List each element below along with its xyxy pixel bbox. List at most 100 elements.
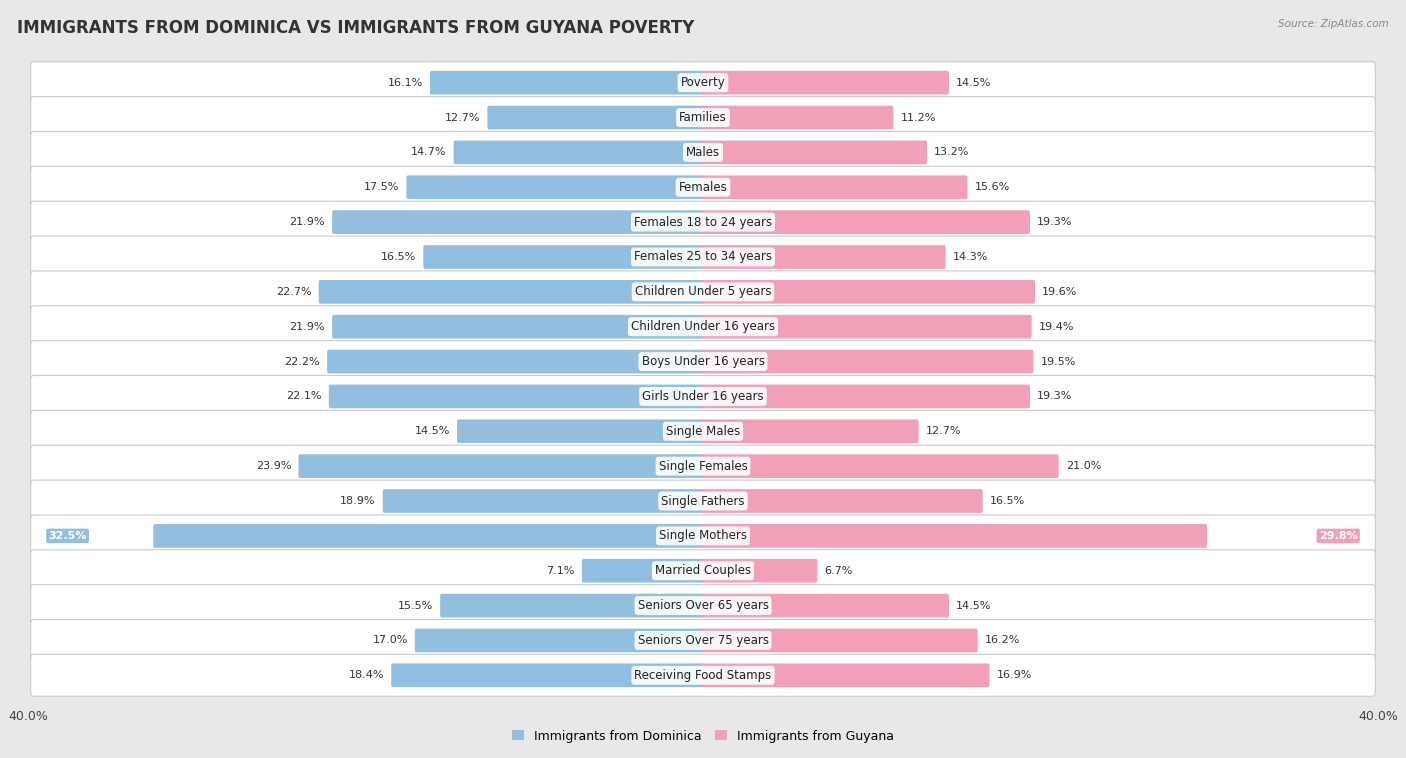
FancyBboxPatch shape xyxy=(332,210,704,234)
FancyBboxPatch shape xyxy=(31,445,1375,487)
FancyBboxPatch shape xyxy=(31,271,1375,313)
FancyBboxPatch shape xyxy=(702,489,983,513)
Text: Single Mothers: Single Mothers xyxy=(659,529,747,543)
Text: 29.8%: 29.8% xyxy=(1319,531,1358,541)
Text: 22.2%: 22.2% xyxy=(284,356,321,367)
Text: 14.5%: 14.5% xyxy=(956,600,991,611)
FancyBboxPatch shape xyxy=(702,280,1035,304)
Text: 12.7%: 12.7% xyxy=(925,426,962,437)
Text: 16.9%: 16.9% xyxy=(997,670,1032,681)
FancyBboxPatch shape xyxy=(582,559,704,583)
FancyBboxPatch shape xyxy=(702,210,1031,234)
FancyBboxPatch shape xyxy=(31,410,1375,453)
Text: Females 25 to 34 years: Females 25 to 34 years xyxy=(634,250,772,264)
Text: Single Females: Single Females xyxy=(658,459,748,473)
FancyBboxPatch shape xyxy=(430,70,704,95)
Text: 19.5%: 19.5% xyxy=(1040,356,1076,367)
FancyBboxPatch shape xyxy=(31,550,1375,592)
Text: 18.4%: 18.4% xyxy=(349,670,384,681)
Text: 22.7%: 22.7% xyxy=(276,287,312,297)
Text: 21.9%: 21.9% xyxy=(290,321,325,332)
Text: Males: Males xyxy=(686,146,720,159)
Text: 14.5%: 14.5% xyxy=(956,77,991,88)
FancyBboxPatch shape xyxy=(31,61,1375,104)
Text: 19.3%: 19.3% xyxy=(1038,391,1073,402)
FancyBboxPatch shape xyxy=(406,175,704,199)
FancyBboxPatch shape xyxy=(702,349,1033,374)
FancyBboxPatch shape xyxy=(31,166,1375,208)
FancyBboxPatch shape xyxy=(31,131,1375,174)
FancyBboxPatch shape xyxy=(702,419,918,443)
FancyBboxPatch shape xyxy=(31,619,1375,662)
FancyBboxPatch shape xyxy=(702,140,927,164)
Text: Females: Females xyxy=(679,180,727,194)
Text: 14.3%: 14.3% xyxy=(953,252,988,262)
Text: Receiving Food Stamps: Receiving Food Stamps xyxy=(634,669,772,681)
Text: Girls Under 16 years: Girls Under 16 years xyxy=(643,390,763,403)
Text: 11.2%: 11.2% xyxy=(900,112,936,123)
Text: 21.0%: 21.0% xyxy=(1066,461,1101,471)
FancyBboxPatch shape xyxy=(702,628,977,653)
FancyBboxPatch shape xyxy=(457,419,704,443)
FancyBboxPatch shape xyxy=(702,454,1059,478)
FancyBboxPatch shape xyxy=(702,105,893,130)
FancyBboxPatch shape xyxy=(702,524,1208,548)
Text: Children Under 5 years: Children Under 5 years xyxy=(634,285,772,299)
Text: 32.5%: 32.5% xyxy=(48,531,87,541)
Text: 18.9%: 18.9% xyxy=(340,496,375,506)
Text: 19.4%: 19.4% xyxy=(1039,321,1074,332)
Text: 16.5%: 16.5% xyxy=(381,252,416,262)
Text: Source: ZipAtlas.com: Source: ZipAtlas.com xyxy=(1278,19,1389,29)
Text: Single Males: Single Males xyxy=(666,424,740,438)
FancyBboxPatch shape xyxy=(298,454,704,478)
Text: Females 18 to 24 years: Females 18 to 24 years xyxy=(634,215,772,229)
FancyBboxPatch shape xyxy=(702,384,1031,409)
FancyBboxPatch shape xyxy=(702,315,1032,339)
Text: 14.5%: 14.5% xyxy=(415,426,450,437)
Text: 16.2%: 16.2% xyxy=(984,635,1021,646)
FancyBboxPatch shape xyxy=(702,559,817,583)
Text: 17.5%: 17.5% xyxy=(364,182,399,193)
FancyBboxPatch shape xyxy=(332,315,704,339)
FancyBboxPatch shape xyxy=(31,305,1375,348)
FancyBboxPatch shape xyxy=(702,175,967,199)
Text: 7.1%: 7.1% xyxy=(547,565,575,576)
FancyBboxPatch shape xyxy=(702,245,946,269)
Text: 12.7%: 12.7% xyxy=(444,112,481,123)
FancyBboxPatch shape xyxy=(328,349,704,374)
Text: Children Under 16 years: Children Under 16 years xyxy=(631,320,775,334)
Text: 17.0%: 17.0% xyxy=(373,635,408,646)
Text: 16.1%: 16.1% xyxy=(388,77,423,88)
FancyBboxPatch shape xyxy=(415,628,704,653)
Text: Seniors Over 65 years: Seniors Over 65 years xyxy=(637,599,769,612)
Text: Seniors Over 75 years: Seniors Over 75 years xyxy=(637,634,769,647)
Text: 14.7%: 14.7% xyxy=(411,147,447,158)
Text: 15.6%: 15.6% xyxy=(974,182,1010,193)
FancyBboxPatch shape xyxy=(329,384,704,409)
Text: Married Couples: Married Couples xyxy=(655,564,751,578)
FancyBboxPatch shape xyxy=(440,594,704,618)
Text: 13.2%: 13.2% xyxy=(934,147,970,158)
Text: 22.1%: 22.1% xyxy=(287,391,322,402)
Text: Families: Families xyxy=(679,111,727,124)
FancyBboxPatch shape xyxy=(31,201,1375,243)
FancyBboxPatch shape xyxy=(702,594,949,618)
Text: 15.5%: 15.5% xyxy=(398,600,433,611)
FancyBboxPatch shape xyxy=(488,105,704,130)
FancyBboxPatch shape xyxy=(702,663,990,688)
FancyBboxPatch shape xyxy=(31,584,1375,627)
FancyBboxPatch shape xyxy=(423,245,704,269)
Text: 16.5%: 16.5% xyxy=(990,496,1025,506)
FancyBboxPatch shape xyxy=(153,524,704,548)
FancyBboxPatch shape xyxy=(31,236,1375,278)
FancyBboxPatch shape xyxy=(31,375,1375,418)
Legend: Immigrants from Dominica, Immigrants from Guyana: Immigrants from Dominica, Immigrants fro… xyxy=(508,725,898,747)
Text: 19.3%: 19.3% xyxy=(1038,217,1073,227)
FancyBboxPatch shape xyxy=(31,96,1375,139)
Text: 6.7%: 6.7% xyxy=(824,565,853,576)
FancyBboxPatch shape xyxy=(319,280,704,304)
FancyBboxPatch shape xyxy=(702,70,949,95)
Text: Single Fathers: Single Fathers xyxy=(661,494,745,508)
Text: Poverty: Poverty xyxy=(681,77,725,89)
FancyBboxPatch shape xyxy=(454,140,704,164)
